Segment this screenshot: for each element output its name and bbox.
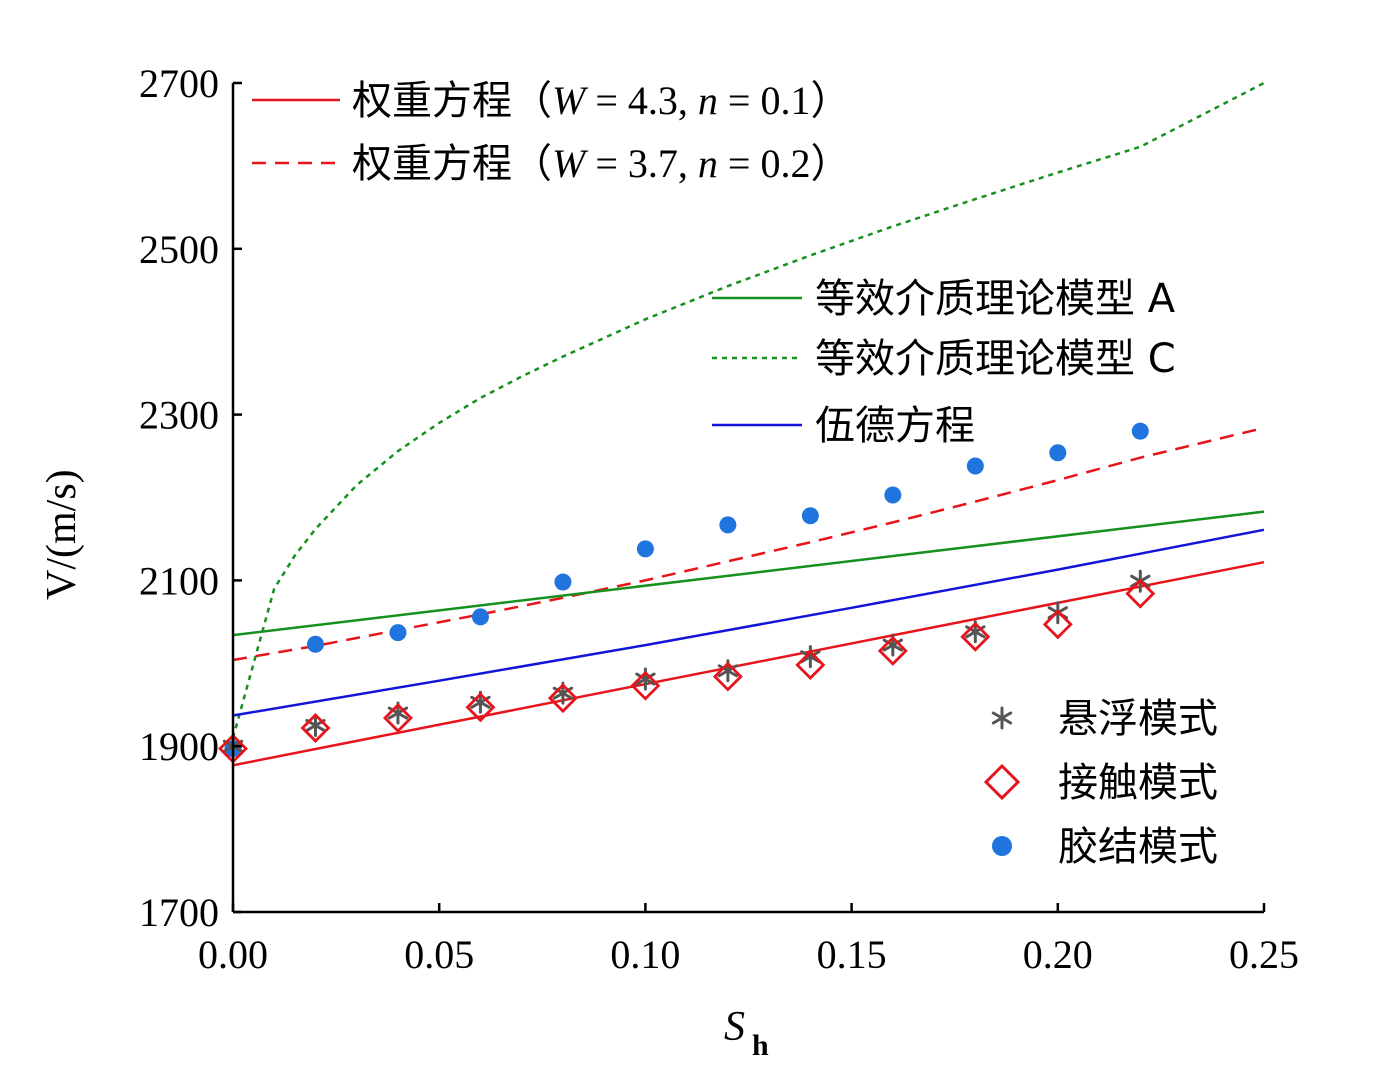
- legend-asterisk: [991, 706, 1013, 730]
- contact-point: [547, 683, 578, 714]
- cement-point: [884, 486, 902, 504]
- legend-label-emt-model-a: 等效介质理论模型 A: [815, 276, 1176, 322]
- cement-point: [966, 457, 984, 475]
- cement-point: [719, 516, 737, 534]
- x-tick-label: 0.25: [1229, 932, 1299, 977]
- cement-point: [471, 608, 489, 626]
- x-tick-label: 0.20: [1023, 932, 1093, 977]
- cement-point: [1131, 422, 1149, 440]
- contact-point: [300, 712, 331, 743]
- y-tick-label: 2300: [139, 393, 219, 438]
- contact-point: [1125, 578, 1156, 609]
- y-tick-label: 2100: [139, 558, 219, 603]
- legend-label-weight-eq: 权重方程（W = 3.7, n = 0.2）: [352, 141, 850, 187]
- legend-marker-suspension: [991, 706, 1013, 730]
- y-tick-label: 1700: [139, 890, 219, 935]
- cement-point: [1049, 444, 1067, 462]
- legend-marker-cement: [992, 836, 1012, 856]
- contact-point: [630, 670, 661, 701]
- x-tick-label: 0.00: [198, 932, 268, 977]
- y-tick-label: 2500: [139, 227, 219, 272]
- cement-point: [636, 540, 654, 558]
- legend-top: 权重方程（W = 4.3, n = 0.1） 权重方程（W = 3.7, n = …: [252, 78, 850, 187]
- cement-point: [306, 635, 324, 653]
- contact-point: [960, 621, 991, 652]
- legend-label-emt-model-c: 等效介质理论模型 C: [815, 336, 1176, 382]
- contact-point: [465, 692, 496, 723]
- cement-point: [554, 573, 572, 591]
- legend-mid: 等效介质理论模型 A 等效介质理论模型 C 伍德方程: [712, 276, 1176, 449]
- legend-marker-contact: [983, 763, 1021, 801]
- x-axis-title-sub: h: [752, 1029, 769, 1062]
- legend-label-weight-eq: 权重方程（W = 4.3, n = 0.1）: [352, 78, 850, 124]
- axes: [231, 83, 1264, 914]
- x-axis-title: S: [724, 1004, 745, 1050]
- contact-point: [382, 703, 413, 733]
- wood-eq-line: [232, 528, 1265, 717]
- contact-point: [877, 635, 908, 666]
- x-tick-label: 0.10: [610, 932, 680, 977]
- contact-point: [1042, 609, 1073, 640]
- ticks: [231, 81, 1266, 914]
- legend-label-contact: 接触模式: [1058, 760, 1218, 806]
- y-tick-label: 2700: [139, 61, 219, 106]
- cement-point: [389, 624, 407, 642]
- suspension-point: [305, 713, 326, 737]
- emt-model-a-line: [232, 510, 1265, 637]
- emt-model-c-line: [231, 81, 1265, 739]
- y-tick-label: 1900: [139, 724, 219, 769]
- y-axis-title: V/(m/s): [39, 469, 85, 600]
- legend-label-cement: 胶结模式: [1058, 824, 1218, 870]
- tick-labels: 0.00 0.05 0.10 0.15 0.20 0.25 1700 1900 2100 2300…: [139, 61, 1299, 977]
- x-tick-label: 0.05: [404, 932, 474, 977]
- legend-label-wood-eq: 伍德方程: [815, 403, 975, 449]
- contact-point: [795, 649, 826, 680]
- weight-eq-w43-line: [232, 560, 1265, 767]
- x-tick-label: 0.15: [817, 932, 887, 977]
- contact-point: [712, 661, 743, 692]
- plot-points: [218, 422, 1156, 764]
- legend-label-suspension: 悬浮模式: [1058, 696, 1218, 742]
- cement-point: [801, 507, 819, 525]
